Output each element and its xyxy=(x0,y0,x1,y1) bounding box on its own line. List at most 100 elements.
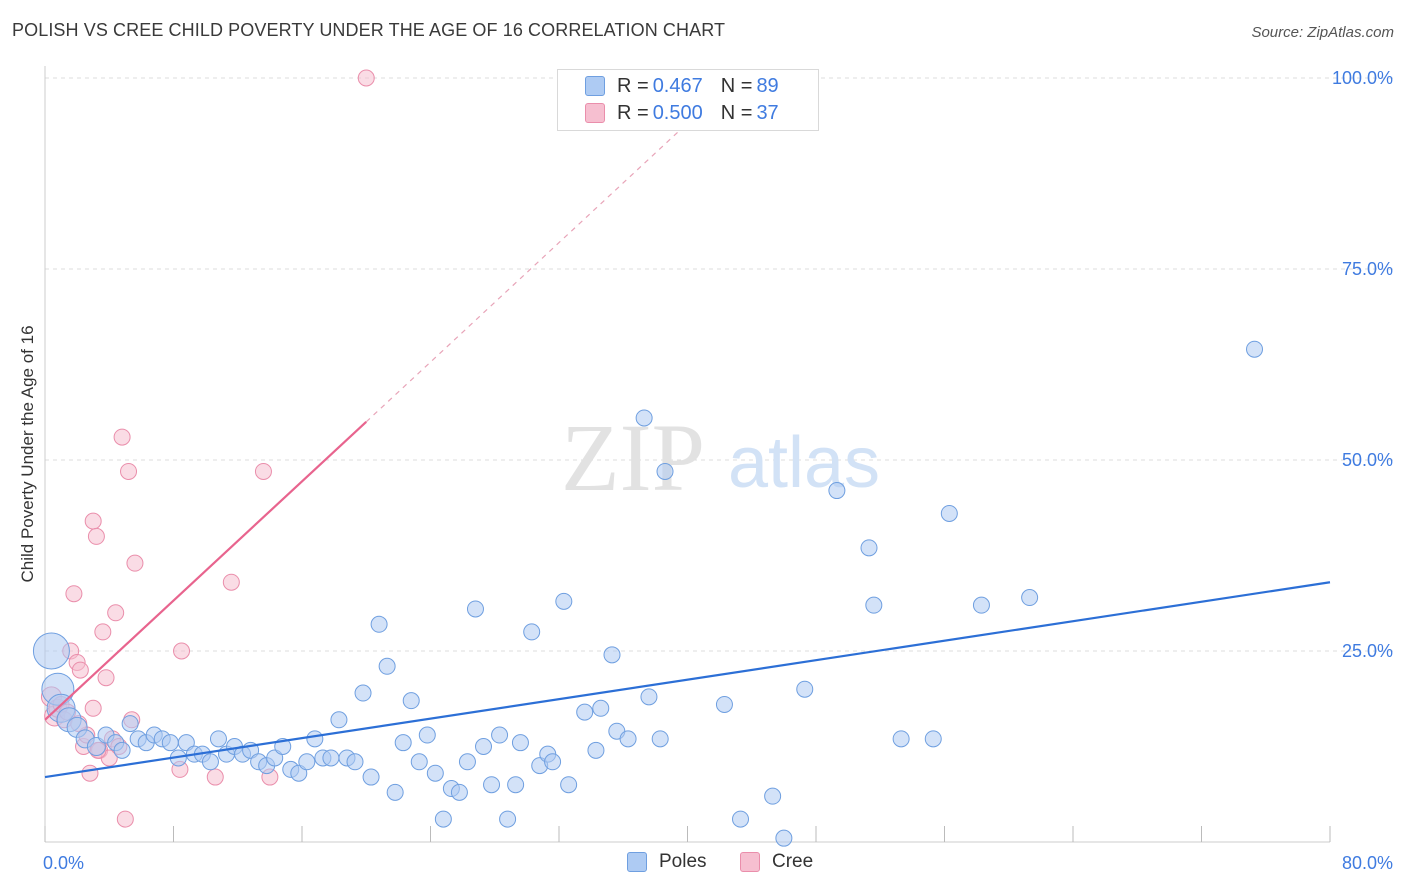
cree-point xyxy=(113,428,131,446)
poles-point xyxy=(511,734,529,752)
poles-point xyxy=(1021,589,1039,607)
poles-point xyxy=(306,730,324,748)
legend-label-poles: Poles xyxy=(659,851,707,872)
legend-r-label: R = xyxy=(617,101,649,124)
cree-point xyxy=(206,768,224,786)
legend-r-value: 0.500 xyxy=(652,101,703,124)
poles-point xyxy=(483,776,501,794)
poles-point xyxy=(330,711,348,729)
poles-point xyxy=(426,764,444,782)
cree-point xyxy=(107,604,125,622)
legend-n-value: 89 xyxy=(756,74,779,97)
poles-point xyxy=(201,753,219,771)
poles-point xyxy=(322,749,340,767)
poles-point xyxy=(386,783,404,801)
poles-point xyxy=(796,680,814,698)
poles-point xyxy=(507,776,525,794)
legend-item-poles: Poles xyxy=(627,851,707,873)
poles-point xyxy=(592,699,610,717)
poles-trend-line xyxy=(44,581,1331,779)
cree-point xyxy=(65,585,83,603)
source-credit: Source: ZipAtlas.com xyxy=(1251,24,1394,41)
poles-point xyxy=(635,409,653,427)
poles-point xyxy=(209,730,227,748)
poles-point xyxy=(892,730,910,748)
poles-point xyxy=(499,810,517,828)
poles-point xyxy=(732,810,750,828)
y-tick-label: 75.0% xyxy=(1342,259,1393,279)
cree-point xyxy=(173,642,191,660)
poles-point xyxy=(418,726,436,744)
poles-point xyxy=(362,768,380,786)
y-tick-label: 25.0% xyxy=(1342,641,1393,661)
poles-point xyxy=(656,462,674,480)
legend-n-value: 37 xyxy=(756,101,779,124)
poles-point xyxy=(972,596,990,614)
axes xyxy=(44,66,1331,843)
trend-lines xyxy=(44,92,1331,779)
legend-item-cree: Cree xyxy=(740,851,813,873)
poles-point xyxy=(32,632,70,670)
cree-point xyxy=(84,512,102,530)
poles-point xyxy=(640,688,658,706)
poles-point xyxy=(775,829,793,847)
legend-n-label: N = xyxy=(720,74,753,97)
legend-r-value: 0.467 xyxy=(652,74,703,97)
legend-row-poles: R = 0.467 N = 89 xyxy=(585,73,779,99)
poles-point xyxy=(466,600,484,618)
cree-point xyxy=(94,623,112,641)
legend-r-label: R = xyxy=(617,74,649,97)
poles-point xyxy=(764,787,782,805)
chart-title: POLISH VS CREE CHILD POVERTY UNDER THE A… xyxy=(12,20,726,40)
poles-point xyxy=(940,504,958,522)
cree-point xyxy=(116,810,134,828)
series-legend: Poles Cree xyxy=(0,851,1406,877)
poles-point xyxy=(828,482,846,500)
poles-point xyxy=(475,738,493,755)
poles-point xyxy=(651,730,669,748)
poles-point xyxy=(298,753,316,771)
cree-point xyxy=(87,527,105,545)
series-cree xyxy=(40,69,375,828)
poles-point xyxy=(121,715,139,733)
cree-swatch-icon xyxy=(585,103,605,123)
series-poles xyxy=(32,340,1264,847)
cree-point xyxy=(120,462,138,480)
cree-point xyxy=(84,699,102,717)
y-tick-label: 50.0% xyxy=(1342,450,1393,470)
poles-point xyxy=(354,684,372,702)
poles-point xyxy=(113,741,131,759)
cree-trend-extension xyxy=(365,92,721,423)
poles-point xyxy=(924,730,942,748)
legend-label-cree: Cree xyxy=(772,851,814,872)
poles-swatch-icon xyxy=(585,76,605,96)
cree-trend-line xyxy=(44,420,367,721)
cree-point xyxy=(357,69,375,87)
poles-point xyxy=(458,753,476,771)
correlation-legend: R = 0.467 N = 89 R = 0.500 N = 37 xyxy=(557,69,819,131)
poles-point xyxy=(394,734,412,752)
x-tick-label: 80.0% xyxy=(1342,853,1393,873)
poles-point xyxy=(865,596,883,614)
poles-point xyxy=(378,657,396,675)
y-tick-label: 100.0% xyxy=(1332,68,1393,88)
watermark-zip: ZIP xyxy=(561,404,705,511)
watermark-atlas: atlas xyxy=(728,423,880,503)
cree-point xyxy=(254,462,272,480)
tick-labels: 100.0% 75.0% 50.0% 25.0% 0.0% 80.0% xyxy=(43,68,1393,873)
poles-point xyxy=(346,753,364,771)
cree-point xyxy=(126,554,144,572)
legend-n-label: N = xyxy=(720,101,753,124)
y-axis-label: Child Poverty Under the Age of 16 xyxy=(18,325,37,582)
grid-lines xyxy=(45,77,1394,652)
poles-point xyxy=(450,783,468,801)
poles-point xyxy=(715,695,733,713)
cree-point xyxy=(222,573,240,591)
poles-point xyxy=(161,734,179,752)
cree-point xyxy=(97,669,115,687)
cree-point xyxy=(71,661,89,679)
poles-point xyxy=(1246,340,1264,358)
poles-swatch-icon xyxy=(627,852,647,872)
poles-point xyxy=(560,776,578,794)
